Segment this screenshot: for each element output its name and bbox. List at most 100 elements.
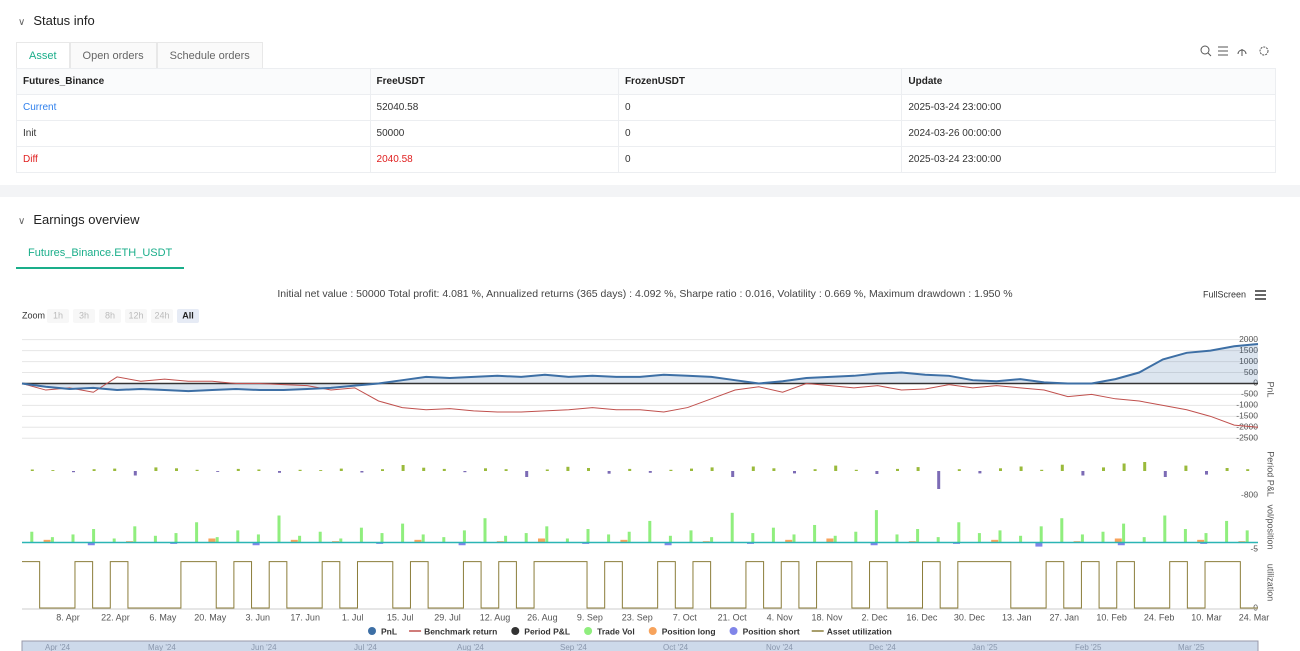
zoom-button-bg[interactable]	[47, 309, 69, 323]
zoom-button-bg[interactable]	[125, 309, 147, 323]
trade-vol-bar	[565, 538, 569, 543]
trade-vol-bar	[710, 537, 714, 543]
trade-vol-bar	[1245, 530, 1249, 543]
download-icon[interactable]	[1237, 49, 1247, 56]
x-tick-label: 1. Jul	[342, 612, 364, 622]
x-tick-label: 30. Dec	[954, 612, 986, 622]
period-bar	[257, 469, 261, 471]
trade-vol-bar	[854, 531, 858, 543]
trade-vol-bar	[998, 530, 1002, 543]
trade-vol-bar	[936, 537, 940, 543]
trade-vol-bar	[668, 535, 672, 543]
trade-vol-bar	[545, 526, 549, 543]
zoom-button-bg[interactable]	[99, 309, 121, 323]
trade-vol-bar	[236, 530, 240, 543]
symbol-tab[interactable]: Futures_Binance.ETH_USDT	[16, 239, 185, 269]
y-tick-label: 500	[1244, 367, 1258, 377]
period-bar	[1019, 466, 1023, 471]
trade-vol-bar	[1039, 526, 1043, 543]
navigator-label: Jan '25	[972, 643, 998, 651]
zoom-button[interactable]: 12h	[128, 310, 143, 320]
period-bar	[607, 471, 611, 474]
x-tick-label: 9. Sep	[577, 612, 603, 622]
row: Init 50000 0 2024-03-26 00:00:00	[16, 120, 1276, 147]
trade-vol-bar	[174, 533, 178, 543]
status-title[interactable]: ∨ Status info	[18, 13, 95, 28]
trade-vol-bar	[50, 537, 54, 543]
search-icon[interactable]	[1200, 45, 1210, 55]
earnings-title[interactable]: ∨ Earnings overview	[18, 212, 140, 227]
zoom-button[interactable]: 1h	[53, 310, 63, 320]
period-bar	[442, 468, 446, 471]
trade-vol-bar	[916, 529, 920, 543]
tab[interactable]: Asset	[16, 42, 70, 68]
period-bar	[875, 471, 879, 474]
legend-item[interactable]: Period P&L	[524, 626, 570, 636]
navigator-label: Jun '24	[251, 643, 277, 651]
legend-item[interactable]: PnL	[381, 626, 397, 636]
trade-vol-bar	[133, 526, 137, 543]
settings-icon[interactable]	[1259, 46, 1269, 56]
panel-label: PnL	[1266, 381, 1276, 397]
trade-vol-bar	[689, 530, 693, 543]
zoom-button-bg[interactable]	[151, 309, 173, 323]
header-cell: Futures_Binance	[16, 68, 371, 95]
legend-item[interactable]: Asset utilization	[827, 626, 892, 636]
trade-vol-bar	[401, 523, 405, 543]
position-short-bar	[87, 542, 95, 546]
panel-label: utilization	[1266, 564, 1276, 602]
trade-vol-bar	[813, 524, 817, 543]
zoom-button[interactable]: 8h	[105, 310, 115, 320]
trade-vol-bar	[833, 535, 837, 543]
trade-vol-bar	[421, 534, 425, 543]
position-long-bar	[538, 538, 545, 543]
period-bar	[1225, 468, 1229, 471]
x-tick-label: 23. Sep	[622, 612, 653, 622]
legend-item[interactable]: Position short	[743, 626, 800, 636]
trade-vol-bar	[1080, 534, 1084, 543]
zoom-button[interactable]: 3h	[79, 310, 89, 320]
panel-label: vol/position	[1266, 504, 1276, 549]
period-bar	[1205, 471, 1208, 475]
legend-item[interactable]: Position long	[662, 626, 716, 636]
zoom-button[interactable]: 24h	[154, 310, 169, 320]
period-bar	[175, 468, 178, 471]
x-tick-label: 6. May	[149, 612, 177, 622]
period-bar	[1143, 462, 1147, 471]
period-bar	[710, 467, 714, 471]
x-tick-label: 8. Apr	[56, 612, 80, 622]
period-bar	[422, 467, 426, 471]
trade-vol-bar	[1122, 523, 1126, 543]
status-title-text: Status info	[33, 13, 95, 28]
x-tick-label: 18. Nov	[812, 612, 844, 622]
position-long-bar	[785, 539, 793, 543]
period-bar	[669, 469, 673, 471]
period-bar	[690, 468, 693, 471]
list-icon[interactable]	[1218, 46, 1228, 56]
period-bar	[916, 467, 920, 471]
period-bar	[113, 468, 117, 471]
header-row: Futures_Binance FreeUSDT FrozenUSDT Update	[16, 68, 1276, 95]
pnl-line	[21, 343, 1259, 393]
period-bar	[339, 468, 343, 471]
tab[interactable]: Open orders	[69, 42, 157, 68]
period-bar	[525, 471, 529, 477]
legend-item[interactable]: Benchmark return	[424, 626, 497, 636]
zoom-button-bg[interactable]	[73, 309, 95, 323]
trade-vol-bar	[977, 533, 981, 543]
y-tick-label: 0	[1253, 602, 1258, 612]
legend-item[interactable]: Trade Vol	[597, 626, 635, 636]
fullscreen-button[interactable]: FullScreen	[1203, 289, 1246, 299]
period-bar	[1184, 465, 1188, 471]
zoom-button-bg[interactable]	[177, 309, 199, 323]
menu-icon[interactable]	[1255, 290, 1266, 300]
tab[interactable]: Schedule orders	[156, 42, 263, 68]
position-long-bar	[1197, 539, 1205, 543]
trade-vol-bar	[215, 537, 219, 543]
y-tick-label: 1500	[1239, 345, 1258, 355]
zoom-button[interactable]: All	[182, 310, 194, 320]
navigator-label: Jul '24	[354, 643, 377, 651]
period-bar	[999, 468, 1002, 471]
trade-vol-bar	[627, 531, 631, 543]
